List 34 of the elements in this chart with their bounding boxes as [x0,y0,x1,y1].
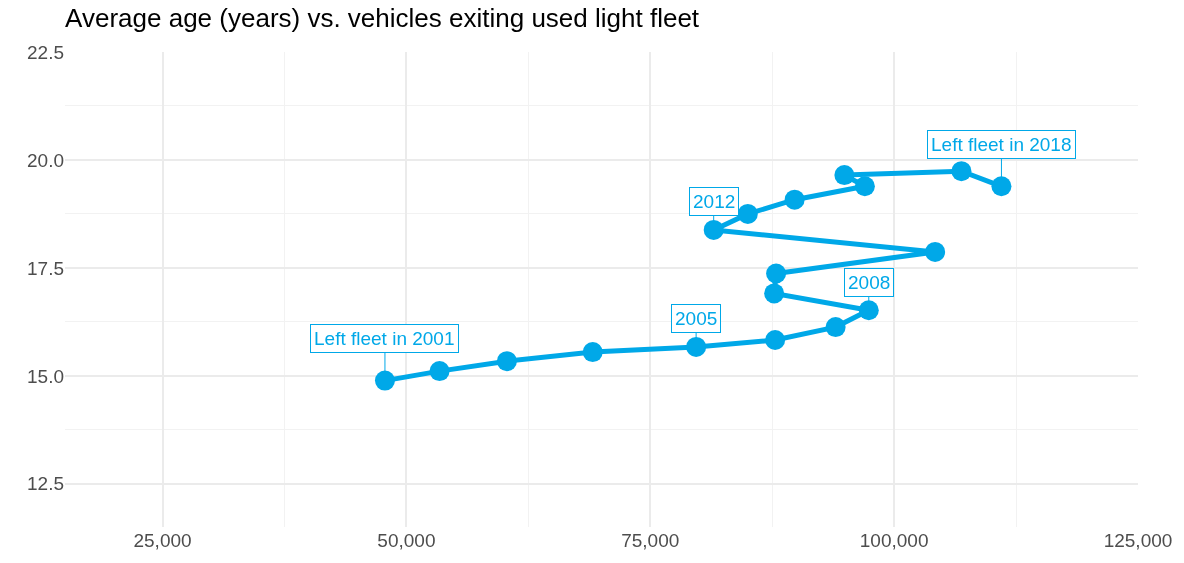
point [496,351,517,372]
annotation: Left fleet in 2018 [931,134,1072,155]
point [764,283,785,304]
annotation: Left fleet in 2001 [314,328,455,349]
annotation: 2008 [848,272,891,293]
point [925,241,946,262]
x-tick-label: 125,000 [1103,530,1173,551]
annotation: 2012 [693,191,736,212]
annotation: 2005 [675,308,718,329]
y-tick-label: 20.0 [27,149,64,171]
point [854,176,875,197]
point [834,165,855,186]
point [765,330,786,351]
point [703,219,724,240]
y-tick-label: 15.0 [27,365,64,387]
y-tick-label: 22.5 [27,41,64,63]
point [737,203,758,224]
point [766,263,787,284]
y-tick-label: 17.5 [27,257,64,279]
x-tick-label: 50,000 [377,530,436,551]
point [374,370,395,391]
point [858,300,879,321]
point [784,189,805,210]
point [991,176,1012,197]
point [582,342,603,363]
x-tick-label: 75,000 [621,530,680,551]
point [686,336,707,357]
point [951,161,972,182]
chart-title: Average age (years) vs. vehicles exiting used light fleet [65,2,700,33]
point [825,317,846,338]
x-tick-label: 100,000 [859,530,929,551]
y-tick-label: 12.5 [27,473,64,495]
point [429,361,450,382]
x-tick-label: 25,000 [133,530,192,551]
